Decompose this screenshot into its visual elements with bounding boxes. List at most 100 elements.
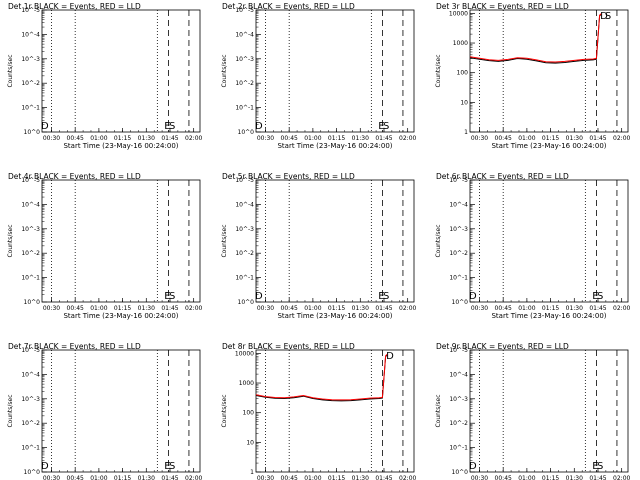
- panel-title: Det 5r BLACK = Events, RED = LLD: [222, 172, 355, 181]
- x-tick-label: 01:45: [375, 475, 392, 480]
- x-tick-label: 00:30: [43, 475, 60, 480]
- x-tick-label: 01:15: [542, 135, 559, 142]
- y-tick-label: 10^-1: [21, 275, 40, 282]
- panel-det-6: Det 6r BLACK = Events, RED = LLD 10^0 10^-…: [435, 172, 631, 320]
- series-events-line: [255, 354, 388, 402]
- x-tick-label: 01:45: [589, 475, 606, 480]
- y-axis-label: Counts/sec: [7, 54, 14, 87]
- event-marker-d: D: [41, 461, 49, 472]
- x-tick-label: 00:30: [471, 475, 488, 480]
- x-tick-label: 02:00: [613, 475, 630, 480]
- x-tick-label: 02:00: [399, 135, 416, 142]
- panel-det-8: Det 8r BLACK = Events, RED = LLD 1 10 100 10…: [221, 342, 417, 480]
- y-tick-label: 1000: [239, 380, 254, 387]
- x-tick-label: 02:00: [185, 475, 202, 480]
- x-axis-label: Start Time (23-May-16 00:24:00): [491, 312, 606, 320]
- y-tick-label: 10: [460, 99, 468, 106]
- x-tick-label: 01:45: [375, 135, 392, 142]
- panel-title: Det 7r BLACK = Events, RED = LLD: [8, 342, 141, 351]
- y-tick-label: 10^-4: [21, 31, 40, 38]
- y-tick-label: 10^0: [452, 469, 469, 476]
- x-tick-label: 00:45: [495, 305, 512, 312]
- y-axis-label: Counts/sec: [221, 54, 228, 87]
- y-tick-label: 10^0: [238, 299, 255, 306]
- x-tick-label: 01:00: [90, 475, 107, 480]
- event-marker-d: D: [600, 11, 608, 22]
- x-tick-label: 01:45: [375, 305, 392, 312]
- y-tick-label: 10^-4: [449, 371, 468, 378]
- x-tick-label: 00:30: [471, 305, 488, 312]
- x-tick-label: 01:15: [114, 305, 131, 312]
- x-tick-label: 01:00: [304, 305, 321, 312]
- panel-det-5: Det 5r BLACK = Events, RED = LLD 10^0 10^-…: [221, 172, 417, 320]
- y-tick-label: 10^-2: [449, 250, 468, 257]
- x-tick-label: 00:45: [281, 305, 298, 312]
- x-tick-label: 00:45: [495, 475, 512, 480]
- panel-det-2: Det 2r BLACK = Events, RED = LLD 10^0 10^-…: [221, 2, 417, 150]
- event-marker-e: E: [164, 291, 170, 302]
- x-tick-label: 01:00: [304, 475, 321, 480]
- y-tick-label: 10^0: [452, 299, 469, 306]
- panel-title: Det 6r BLACK = Events, RED = LLD: [436, 172, 569, 181]
- y-tick-label: 10^0: [24, 469, 41, 476]
- event-marker-s: S: [169, 461, 175, 472]
- panel-det-4: Det 4r BLACK = Events, RED = LLD 10^0 10^-…: [7, 172, 203, 320]
- x-tick-label: 00:45: [67, 305, 84, 312]
- y-tick-label: 10^-1: [235, 275, 254, 282]
- x-tick-label: 02:00: [185, 135, 202, 142]
- panel-title: Det 2r BLACK = Events, RED = LLD: [222, 2, 355, 11]
- y-tick-label: 10^-4: [449, 201, 468, 208]
- x-tick-label: 01:00: [518, 305, 535, 312]
- event-marker-d: D: [469, 461, 477, 472]
- x-axis-label: Start Time (23-May-16 00:24:00): [491, 142, 606, 150]
- panel-det-7: Det 7r BLACK = Events, RED = LLD 10^0 10^-…: [7, 342, 203, 480]
- x-tick-label: 00:45: [281, 135, 298, 142]
- y-tick-label: 10^0: [24, 129, 41, 136]
- x-tick-label: 00:30: [43, 305, 60, 312]
- series-lld-line: [469, 13, 602, 63]
- y-axis-label: Counts/sec: [221, 394, 228, 427]
- event-marker-s: S: [169, 291, 175, 302]
- plot-frame: [255, 179, 415, 303]
- x-tick-label: 01:00: [90, 305, 107, 312]
- x-tick-label: 00:30: [257, 475, 274, 480]
- event-marker-d: D: [255, 291, 263, 302]
- x-tick-label: 02:00: [613, 135, 630, 142]
- event-marker-e: E: [592, 461, 598, 472]
- x-axis-label: Start Time (23-May-16 00:24:00): [277, 312, 392, 320]
- y-tick-label: 10^-1: [449, 445, 468, 452]
- y-tick-label: 10^-1: [449, 275, 468, 282]
- y-tick-label: 10^-5: [235, 7, 254, 14]
- y-tick-label: 1000: [453, 40, 468, 47]
- event-marker-d: D: [386, 351, 394, 362]
- plot-frame: [469, 9, 629, 133]
- x-tick-label: 01:45: [161, 135, 178, 142]
- y-tick-label: 10^-4: [21, 371, 40, 378]
- y-tick-label: 10^-5: [449, 177, 468, 184]
- y-tick-label: 10^-5: [21, 347, 40, 354]
- x-tick-label: 01:30: [566, 135, 583, 142]
- x-tick-label: 02:00: [399, 475, 416, 480]
- x-tick-label: 00:30: [257, 305, 274, 312]
- y-tick-label: 10^-2: [21, 80, 40, 87]
- y-tick-label: 10^-2: [21, 250, 40, 257]
- x-tick-label: 01:45: [589, 135, 606, 142]
- panel-title: Det 3r BLACK = Events, RED = LLD: [436, 2, 569, 11]
- y-tick-label: 10^-4: [235, 31, 254, 38]
- x-tick-label: 01:00: [90, 135, 107, 142]
- event-marker-s: S: [597, 291, 603, 302]
- y-tick-label: 100: [457, 70, 469, 77]
- x-tick-label: 02:00: [185, 305, 202, 312]
- y-tick-label: 1: [464, 129, 468, 136]
- x-tick-label: 00:45: [67, 475, 84, 480]
- y-tick-label: 10^-1: [235, 105, 254, 112]
- x-tick-label: 01:30: [566, 305, 583, 312]
- x-tick-label: 01:30: [352, 135, 369, 142]
- x-tick-label: 01:15: [542, 475, 559, 480]
- y-tick-label: 10000: [449, 10, 468, 17]
- series-lld-line: [255, 353, 388, 401]
- x-tick-label: 01:30: [352, 305, 369, 312]
- x-tick-label: 02:00: [613, 305, 630, 312]
- event-marker-e: E: [164, 461, 170, 472]
